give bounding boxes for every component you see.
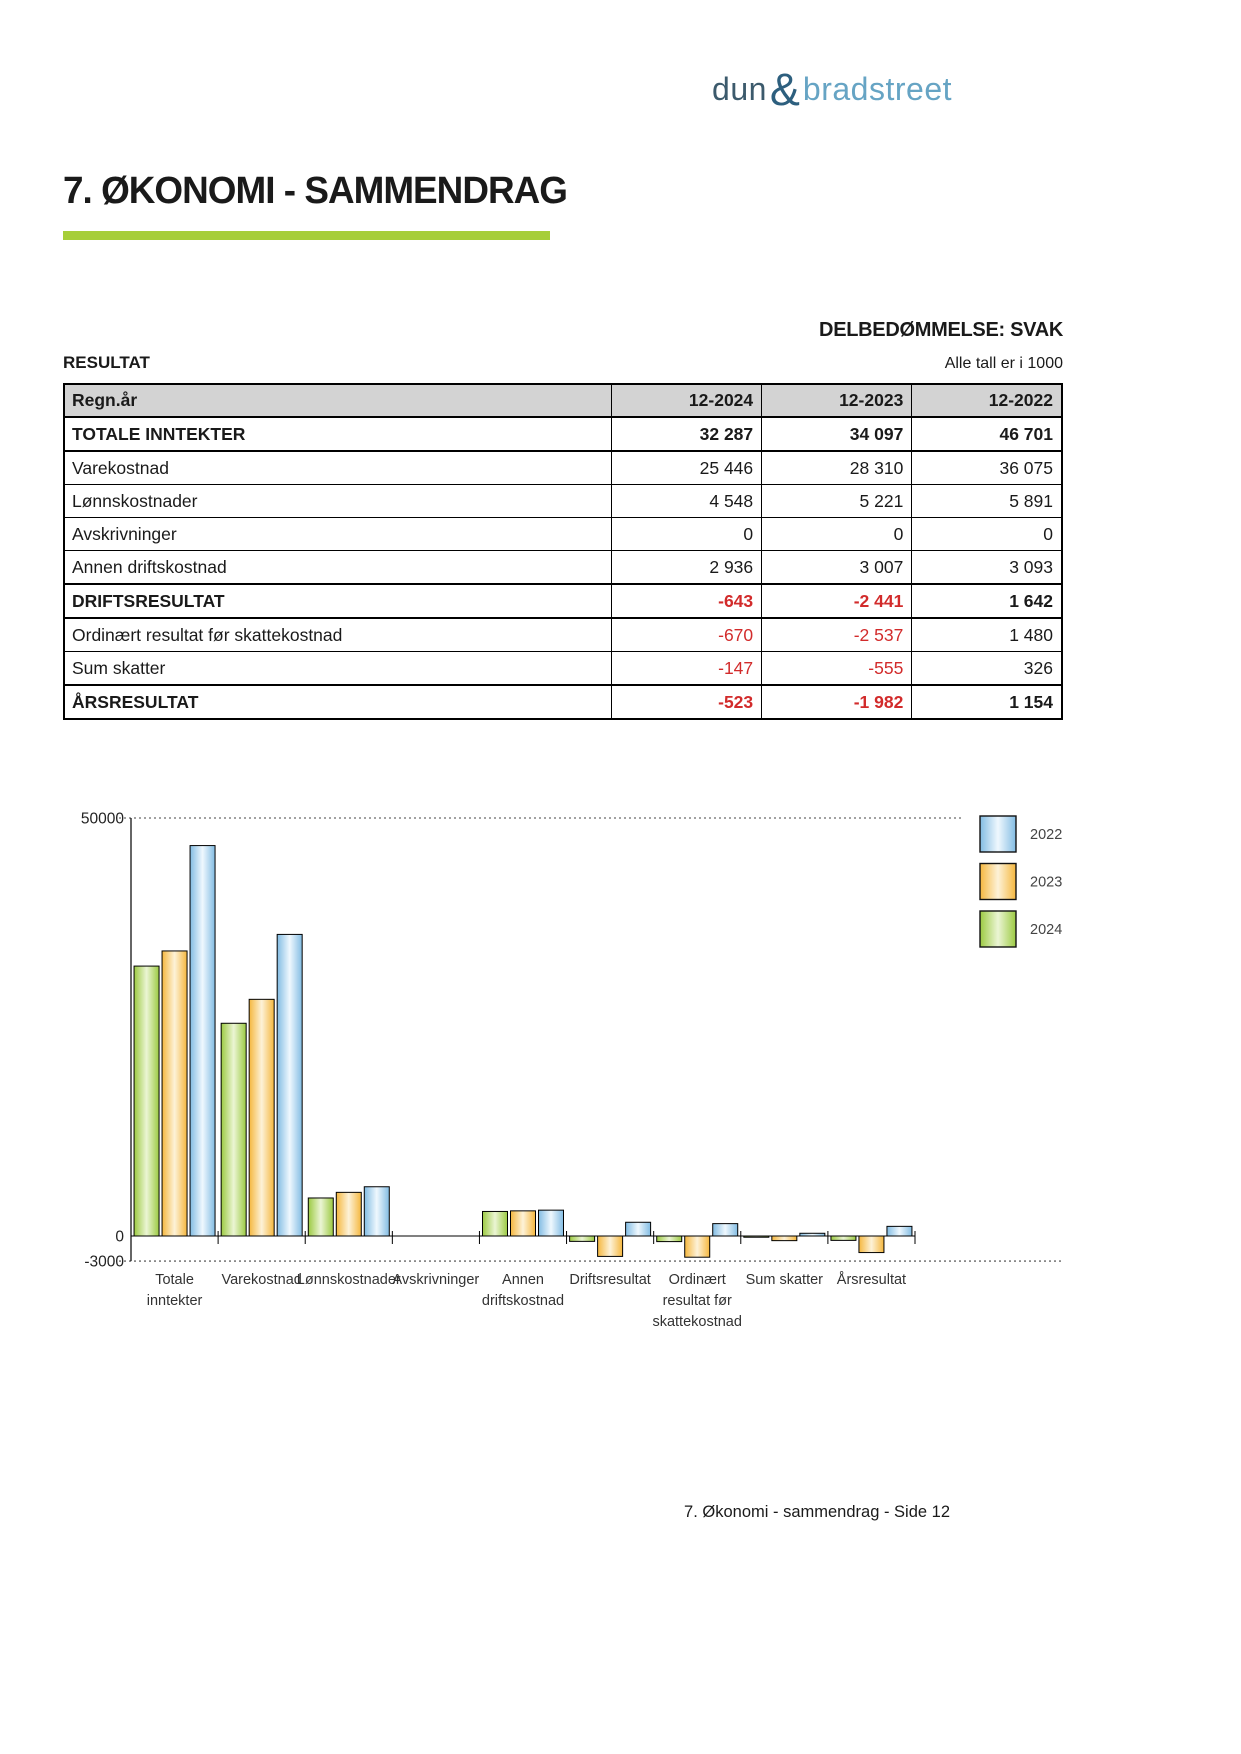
cell-value: 326: [911, 651, 1063, 686]
chart-bar: [684, 1235, 711, 1258]
category-label: Varekostnad: [221, 1272, 301, 1288]
table-row: TOTALE INNTEKTER 32 287 34 097 46 701: [63, 416, 1063, 452]
results-table: Regn.år 12-2024 12-2023 12-2022 TOTALE INNT…: [63, 383, 1063, 720]
legend-label: 2022: [1030, 827, 1062, 843]
cell-value: 3 007: [761, 550, 913, 585]
cell-value: -2 537: [761, 617, 913, 652]
row-label: Varekostnad: [63, 450, 612, 485]
cell-value: -147: [610, 651, 763, 686]
cell-value: 0: [610, 517, 763, 551]
units-note: Alle tall er i 1000: [944, 355, 1063, 372]
logo-dun: dun: [712, 71, 767, 107]
cell-value: 32 287: [610, 416, 763, 452]
legend-label: 2023: [1030, 875, 1062, 891]
table-row: DRIFTSRESULTAT -643 -2 441 1 642: [63, 583, 1063, 619]
ampersand-icon: &: [769, 64, 800, 115]
chart-bar: [307, 1197, 334, 1237]
legend-swatch: [979, 910, 1017, 948]
dnb-logo: dun&bradstreet: [712, 67, 952, 113]
category-label: Totale inntekter: [147, 1272, 203, 1309]
table-row: Sum skatter -147 -555 326: [63, 651, 1063, 686]
chart-bar: [335, 1191, 362, 1237]
page-footer: 7. Økonomi - sammendrag - Side 12: [684, 1503, 950, 1521]
cell-value: -670: [610, 617, 763, 652]
cell-value: 0: [911, 517, 1063, 551]
chart-bar: [625, 1221, 652, 1237]
category-label: Lønnskostnader: [297, 1272, 401, 1288]
assessment-heading: DELBEDØMMELSE: SVAK: [819, 319, 1063, 341]
chart-bar: [510, 1210, 536, 1237]
page-title: 7. ØKONOMI - SAMMENDRAG: [63, 170, 568, 212]
row-label: ÅRSRESULTAT: [63, 684, 612, 720]
column-header: 12-2024: [610, 383, 763, 418]
logo-bradstreet: bradstreet: [802, 71, 952, 107]
cell-value: -523: [610, 684, 763, 720]
row-label: TOTALE INNTEKTER: [63, 416, 612, 452]
category-label: Ordinært resultat før skattekostnad: [652, 1272, 741, 1330]
table-row: Avskrivninger 0 0 0: [63, 517, 1063, 551]
chart-bar: [771, 1235, 798, 1242]
cell-value: 2 936: [610, 550, 763, 585]
chart-bar: [538, 1209, 564, 1237]
header-row: Regn.år 12-2024 12-2023 12-2022: [63, 383, 1063, 418]
legend-swatch: [979, 815, 1017, 853]
cell-value: -1 982: [761, 684, 913, 720]
chart-bar: [656, 1235, 683, 1243]
cell-value: 28 310: [761, 450, 913, 485]
chart-bar: [161, 950, 188, 1237]
legend-swatch: [979, 862, 1017, 901]
row-label: Annen driftskostnad: [63, 550, 612, 585]
column-header: 12-2023: [761, 383, 913, 418]
y-axis-label: 50000: [81, 811, 124, 828]
cell-value: 34 097: [761, 416, 913, 452]
category-label: Driftsresultat: [569, 1272, 650, 1288]
cell-value: 1 154: [911, 684, 1063, 720]
chart-bar: [597, 1235, 624, 1257]
column-header: 12-2022: [911, 383, 1063, 418]
cell-value: 5 891: [911, 484, 1063, 518]
column-header: Regn.år: [63, 383, 612, 418]
chart-bar: [276, 933, 303, 1237]
row-label: Sum skatter: [63, 651, 612, 686]
y-axis-label: 0: [115, 1229, 124, 1246]
cell-value: -555: [761, 651, 913, 686]
table-meta-row: RESULTAT Alle tall er i 1000: [63, 353, 1063, 373]
cell-value: 46 701: [911, 416, 1063, 452]
category-label: Avskrivninger: [392, 1272, 479, 1288]
chart-bar: [886, 1225, 913, 1237]
row-label: DRIFTSRESULTAT: [63, 583, 612, 619]
table-row: ÅRSRESULTAT -523 -1 982 1 154: [63, 684, 1063, 720]
legend-label: 2024: [1030, 922, 1062, 938]
y-axis-label: -3000: [84, 1254, 124, 1271]
cell-value: -2 441: [761, 583, 913, 619]
chart-bar: [248, 998, 275, 1237]
category-label: Årsresultat: [837, 1271, 906, 1288]
table-row: Lønnskostnader 4 548 5 221 5 891: [63, 484, 1063, 518]
category-label: Sum skatter: [746, 1272, 824, 1288]
chart-bar: [133, 965, 160, 1237]
chart-bar: [858, 1235, 885, 1254]
category-label: Annen driftskostnad: [482, 1272, 564, 1309]
cell-value: 5 221: [761, 484, 913, 518]
results-table-head: Regn.år 12-2024 12-2023 12-2022: [63, 383, 1063, 418]
chart-bar: [189, 845, 216, 1237]
cell-value: -643: [610, 583, 763, 619]
chart-bar: [363, 1186, 390, 1237]
chart-bar: [220, 1022, 247, 1237]
chart-bar: [830, 1235, 857, 1241]
results-table-body: TOTALE INNTEKTER 32 287 34 097 46 701 Vareko…: [63, 416, 1063, 720]
row-label: Avskrivninger: [63, 517, 612, 551]
chart-bar: [569, 1235, 596, 1242]
section-label: RESULTAT: [63, 353, 150, 372]
chart-bar: [712, 1223, 739, 1237]
table-row: Annen driftskostnad 2 936 3 007 3 093: [63, 550, 1063, 585]
title-accent-rule: [63, 231, 550, 240]
cell-value: 25 446: [610, 450, 763, 485]
chart-bar: [482, 1210, 508, 1237]
cell-value: 1 642: [911, 583, 1063, 619]
table-row: Varekostnad 25 446 28 310 36 075: [63, 450, 1063, 485]
